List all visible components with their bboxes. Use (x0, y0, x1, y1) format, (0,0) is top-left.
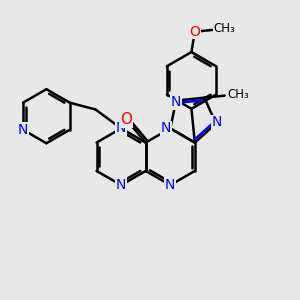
Text: O: O (120, 112, 132, 127)
Text: N: N (116, 122, 126, 135)
Text: N: N (165, 178, 175, 192)
Text: O: O (189, 25, 200, 39)
Text: N: N (171, 95, 181, 109)
Text: N: N (18, 123, 28, 137)
Text: N: N (116, 178, 126, 192)
Text: N: N (212, 115, 223, 129)
Text: CH₃: CH₃ (214, 22, 236, 35)
Text: N: N (161, 122, 171, 135)
Text: CH₃: CH₃ (227, 88, 249, 101)
